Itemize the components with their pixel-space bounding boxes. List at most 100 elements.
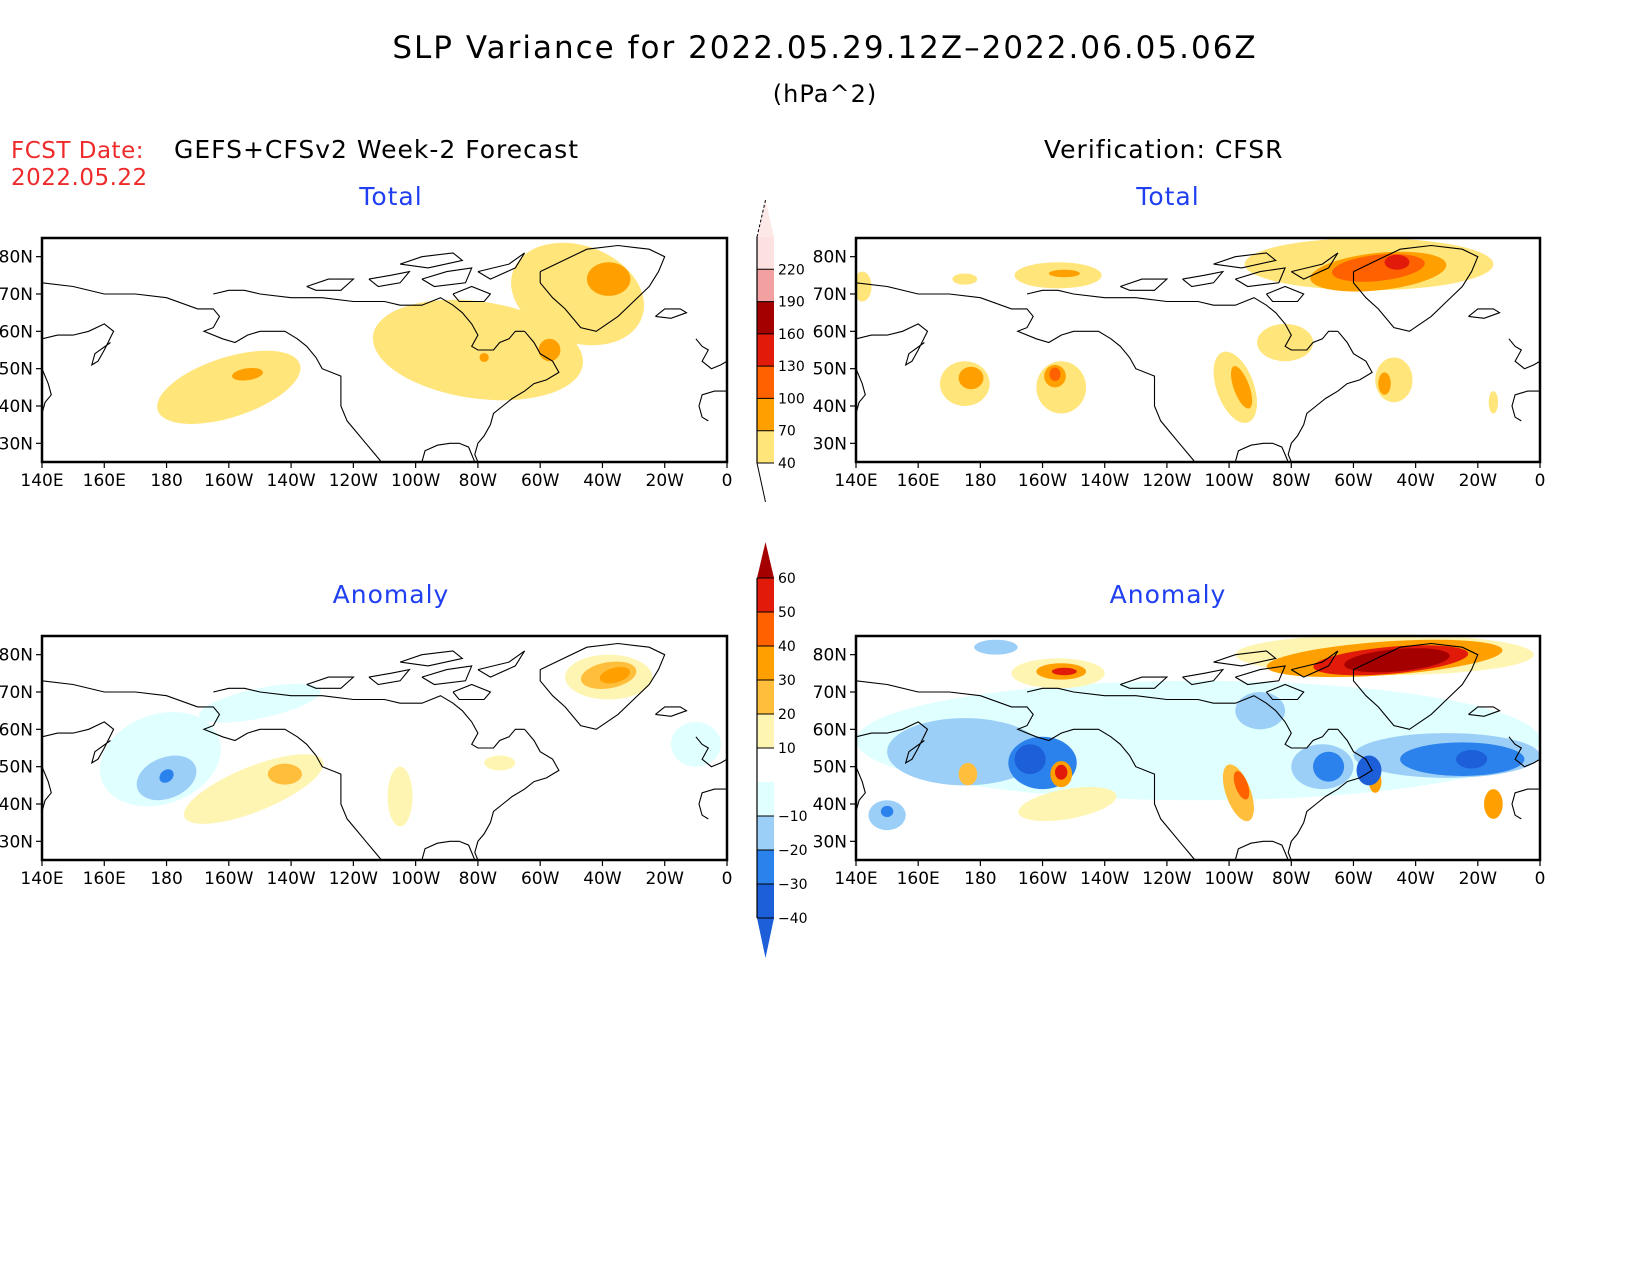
map-frame: [40, 634, 729, 862]
x-tick-label: 160W: [1018, 869, 1067, 889]
y-tick-label: 60N: [813, 322, 847, 342]
colorbar-label: 40: [778, 456, 796, 472]
coastline: [421, 442, 476, 462]
coastline: [856, 766, 866, 823]
y-tick-label: 80N: [0, 248, 33, 268]
colorbar-swatch: [757, 748, 774, 782]
x-tick-label: 140W: [266, 471, 315, 491]
contour-layer: [42, 636, 727, 860]
x-tick-label: 160W: [204, 869, 253, 889]
map-frame: [40, 236, 729, 464]
coastline: [1508, 338, 1540, 370]
coastline: [698, 390, 727, 422]
x-tick-label: 80W: [1272, 471, 1311, 491]
x-tick-label: 40W: [1396, 869, 1435, 889]
island-outline: [306, 278, 355, 291]
colorbar-swatch: [757, 333, 774, 367]
island-outline: [306, 676, 355, 689]
contour-fill-level-40: [1233, 771, 1250, 800]
coastline: [1511, 390, 1540, 422]
coastline: [856, 323, 929, 367]
contour-fill-level-neg40: [1456, 749, 1488, 769]
y-tick-label: 50N: [813, 360, 847, 380]
x-tick-label: 0: [722, 869, 733, 889]
colorbar-swatch: [757, 237, 774, 270]
y-tick-label: 70N: [813, 683, 847, 703]
colorbar-swatch: [757, 612, 774, 646]
y-tick-label: 40N: [0, 397, 33, 417]
colorbar-label: 10: [778, 741, 796, 757]
coastline: [213, 687, 525, 749]
y-tick-label: 50N: [0, 360, 33, 380]
y-tick-label: 40N: [813, 795, 847, 815]
y-tick-label: 80N: [813, 646, 847, 666]
contour-fill-level-70: [232, 367, 263, 381]
left-column-heading: GEFS+CFSv2 Week-2 Forecast: [174, 135, 579, 164]
island-outline: [1182, 270, 1225, 288]
colorbar-swatch: [757, 269, 774, 302]
coastline: [856, 680, 1196, 860]
x-tick-label: 80W: [1272, 869, 1311, 889]
colorbar-swatch: [757, 816, 774, 850]
colorbar-extend-top: [757, 200, 774, 237]
colorbar-label: 220: [778, 262, 805, 278]
contour-fill-level-20: [958, 762, 978, 786]
y-tick-label: 80N: [813, 248, 847, 268]
map-frame: [854, 634, 1542, 862]
coastline: [1026, 687, 1338, 749]
x-tick-label: 140E: [834, 869, 877, 889]
colorbar-label: 100: [778, 391, 805, 407]
colorbar-label: 130: [778, 359, 805, 375]
x-tick-label: 140E: [834, 471, 877, 491]
x-tick-label: 20W: [646, 869, 685, 889]
y-tick-label: 40N: [0, 795, 33, 815]
y-tick-label: 60N: [0, 720, 33, 740]
coastline: [655, 706, 688, 717]
coastline: [856, 282, 1196, 462]
x-tick-label: 180: [964, 471, 996, 491]
colorbar-extend-top: [757, 542, 774, 578]
x-tick-label: 120W: [329, 869, 378, 889]
contour-fill-level-70: [1378, 372, 1391, 395]
coastline: [539, 642, 666, 730]
contour-layer: [856, 238, 1540, 462]
x-tick-label: 100W: [1204, 471, 1253, 491]
map-panel-verification-total: 140E 160E 180 160W 140W 120W 100W 80W 60W 40W 20W 0…: [813, 236, 1545, 491]
colorbar-extend-bottom-edge: [756, 462, 766, 503]
colorbar-label: 70: [778, 424, 796, 440]
contour-fill-level-70: [1048, 269, 1080, 278]
colorbar-swatch: [757, 301, 774, 334]
panel-title-forecast-anomaly: Anomaly: [332, 580, 450, 609]
x-tick-label: 140W: [1080, 869, 1129, 889]
coastline: [42, 282, 382, 462]
x-tick-label: 60W: [521, 869, 560, 889]
x-tick-label: 160E: [897, 869, 940, 889]
x-tick-label: 20W: [1459, 869, 1498, 889]
x-tick-label: 20W: [1459, 471, 1498, 491]
x-tick-label: 160W: [204, 471, 253, 491]
contour-layer: [856, 636, 1540, 860]
island-outline: [452, 683, 492, 701]
right-column-heading: Verification: CFSR: [1044, 135, 1284, 164]
contour-fill-level-70: [479, 352, 489, 362]
y-tick-label: 50N: [0, 758, 33, 778]
contour-fill-level-60: [1344, 648, 1450, 673]
island-outline: [1265, 683, 1305, 701]
coastline: [655, 308, 688, 319]
panel-title-verification-anomaly: Anomaly: [1109, 580, 1227, 609]
y-tick-label: 70N: [0, 285, 33, 305]
y-tick-label: 30N: [813, 434, 847, 454]
contour-fill-level-neg20: [887, 718, 1043, 786]
x-tick-label: 60W: [1334, 471, 1373, 491]
x-tick-label: 160W: [1018, 471, 1067, 491]
x-tick-label: 20W: [646, 471, 685, 491]
contour-fill-level-neg40: [1014, 744, 1046, 775]
coastline: [1287, 330, 1373, 462]
x-tick-label: 80W: [459, 471, 498, 491]
x-tick-label: 100W: [1204, 869, 1253, 889]
x-tick-label: 120W: [1142, 471, 1191, 491]
contour-fill-level-neg30: [159, 769, 174, 783]
colorbar-swatch: [757, 430, 774, 463]
coastline: [42, 323, 115, 367]
contour-fill-level-neg10: [670, 721, 721, 767]
